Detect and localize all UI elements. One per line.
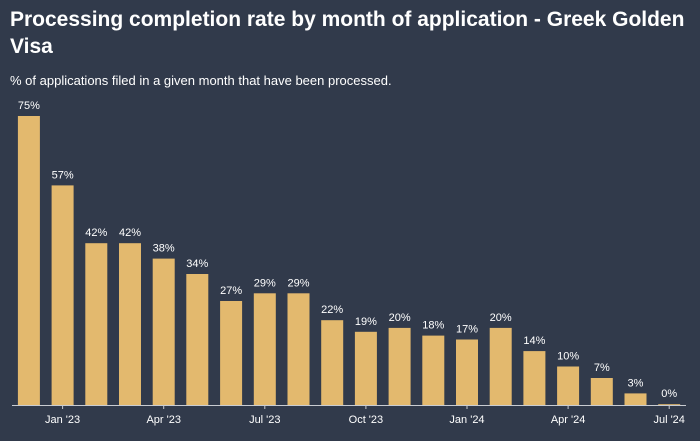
bar-jan-24 [456,339,478,405]
bar-dec-22 [17,116,40,405]
x-tick-label: Jan '23 [45,414,80,426]
bar-sep-23 [321,320,344,405]
bar-jun-23 [220,301,243,405]
data-labels-layer: 75% 57% 42% 42% 38% 34% 27% 29% 29% 22% 19% 20% 18% 1… [18,100,677,400]
bar-jun-24 [624,393,647,405]
data-label: 18% [422,320,444,332]
x-tick-label: Apr '24 [551,414,586,426]
data-label: 22% [321,304,343,316]
data-label: 57% [52,169,74,181]
x-tick-label: Jul '24 [653,414,684,426]
bar-jul-24 [658,404,681,405]
data-label: 17% [456,324,478,336]
data-label: 42% [85,227,107,239]
data-label: 75% [18,100,40,112]
x-axis: Jan '23 Apr '23 Jul '23 Oct '23 Jan '24 Apr '… [12,405,686,426]
data-label: 42% [119,227,141,239]
data-label: 7% [594,362,610,374]
bar-feb-23 [85,243,108,405]
x-tick-label: Jul '23 [249,414,280,426]
data-label: 14% [523,335,545,347]
bar-aug-23 [287,293,310,405]
x-tick-label: Oct '23 [349,414,384,426]
data-label: 20% [389,312,411,324]
data-label: 29% [254,277,276,289]
chart-title: Processing completion rate by month of a… [10,8,685,58]
data-label: 34% [186,258,208,270]
bar-dec-23 [422,335,445,405]
data-label: 3% [628,377,644,389]
x-tick-label: Jan '24 [449,414,484,426]
bar-apr-24 [557,366,580,405]
data-label: 38% [153,243,175,255]
bar-feb-24 [489,327,512,405]
data-label: 10% [557,351,579,363]
bar-may-23 [186,274,209,405]
bars-layer [17,116,681,405]
chart-subtitle: % of applications filed in a given month… [10,73,392,88]
x-tick-label: Apr '23 [146,414,181,426]
bar-apr-23 [152,258,175,405]
bar-nov-23 [388,327,411,405]
bar-jan-23 [51,185,74,405]
data-label: 27% [220,285,242,297]
data-label: 29% [287,277,309,289]
bar-mar-23 [119,243,141,405]
bar-jul-23 [253,293,276,405]
bar-oct-23 [354,331,377,405]
data-label: 20% [490,312,512,324]
data-label: 19% [355,316,377,328]
bar-may-24 [590,378,613,405]
data-label: 0% [661,388,677,400]
bar-mar-24 [523,351,546,405]
